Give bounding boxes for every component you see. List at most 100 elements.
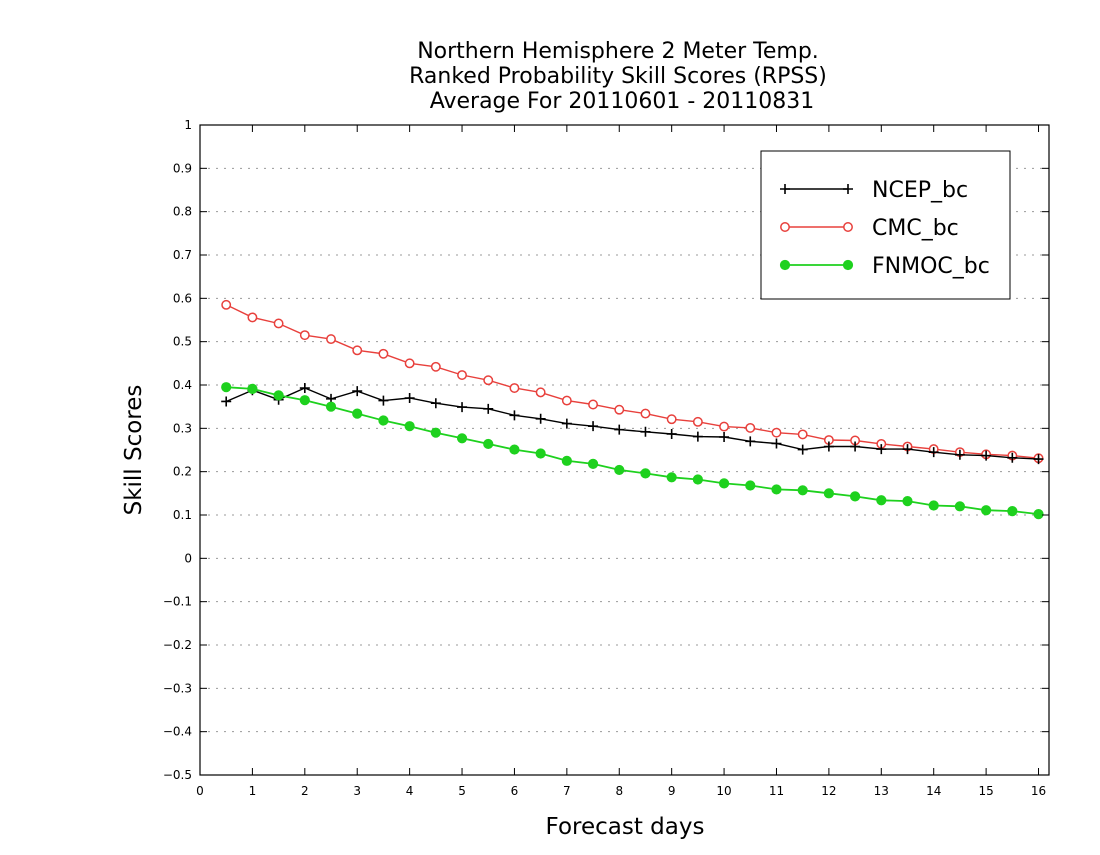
y-tick-label: −0.4	[163, 725, 192, 739]
data-point-fnmoc-bc	[849, 491, 861, 502]
y-tick-label: 0.9	[173, 161, 192, 175]
data-point-cmc-bc	[483, 375, 494, 386]
data-point-cmc-bc	[719, 421, 730, 432]
y-tick-label: 0.4	[173, 378, 192, 392]
data-point-fnmoc-bc	[509, 444, 520, 455]
legend-label-cmc-bc: CMC_bc	[872, 216, 959, 241]
data-point-fnmoc-bc	[535, 448, 546, 459]
data-point-ncep-bc	[535, 413, 546, 424]
data-point-cmc-bc	[247, 312, 258, 323]
y-tick-label: −0.1	[163, 595, 192, 609]
data-point-cmc-bc	[640, 408, 651, 419]
series-group	[221, 299, 1044, 520]
data-point-fnmoc-bc	[221, 382, 232, 393]
data-point-ncep-bc	[561, 418, 572, 429]
data-point-cmc-bc	[457, 370, 467, 380]
x-tick-label: 8	[615, 784, 623, 798]
data-point-ncep-bc	[981, 450, 992, 461]
gridlines	[200, 167, 1049, 733]
data-point-fnmoc-bc	[640, 468, 651, 479]
data-point-ncep-bc	[876, 444, 887, 455]
y-tick-label: 0.8	[173, 205, 192, 219]
series-line-cmc-bc	[225, 304, 1039, 459]
data-point-fnmoc-bc	[823, 488, 834, 499]
x-tick-label: 1	[249, 784, 257, 798]
data-point-fnmoc-bc	[273, 390, 284, 401]
data-point-cmc-bc	[588, 399, 599, 410]
data-point-fnmoc-bc	[587, 458, 599, 469]
data-point-ncep-bc	[954, 449, 965, 460]
y-tick-label: 0.2	[173, 465, 192, 479]
data-point-ncep-bc	[457, 402, 468, 413]
data-point-fnmoc-bc	[928, 500, 939, 511]
data-point-fnmoc-bc	[456, 433, 468, 444]
legend: NCEP_bc CMC_bc FNMOC_bc	[760, 150, 1011, 300]
y-tick-label: 0.6	[173, 291, 192, 305]
legend-label-ncep-bc: NCEP_bc	[872, 178, 968, 203]
data-point-fnmoc-bc	[954, 501, 966, 512]
x-tick-label: 16	[1031, 784, 1046, 798]
data-point-fnmoc-bc	[666, 472, 677, 483]
data-point-cmc-bc	[378, 348, 389, 359]
data-point-cmc-bc	[273, 318, 284, 329]
axis-ticks: −0.5 −0.4 −0.3 −0.2 −0.1 0 0.1 0.2 0.3 0.4 0.5 0.6 0…	[163, 118, 1049, 798]
data-point-cmc-bc	[221, 299, 232, 310]
data-point-ncep-bc	[902, 444, 913, 455]
legend-marker-fnmoc-bc	[779, 259, 791, 271]
x-tick-label: 5	[458, 784, 466, 798]
data-point-cmc-bc	[509, 383, 520, 393]
series-line-ncep-bc	[225, 387, 1039, 460]
data-point-fnmoc-bc	[561, 455, 572, 466]
data-point-fnmoc-bc	[981, 505, 992, 516]
data-point-cmc-bc	[299, 330, 310, 341]
data-point-ncep-bc	[928, 447, 939, 458]
x-tick-label: 15	[978, 784, 993, 798]
chart-title-line-3: Average For 20110601 - 20110831	[430, 89, 815, 114]
data-point-fnmoc-bc	[771, 484, 782, 495]
data-point-cmc-bc	[797, 429, 808, 440]
y-tick-label: 0.1	[173, 508, 192, 522]
x-tick-label: 10	[716, 784, 731, 798]
data-point-cmc-bc	[404, 358, 415, 369]
legend-marker-cmc-bc	[843, 222, 853, 232]
data-point-cmc-bc	[535, 387, 546, 398]
y-tick-label: −0.5	[163, 768, 192, 782]
chart-title-line-2: Ranked Probability Skill Scores (RPSS)	[409, 64, 827, 89]
y-axis-title: Skill Scores	[121, 385, 147, 516]
data-point-fnmoc-bc	[1033, 509, 1044, 520]
chart-title-line-1: Northern Hemisphere 2 Meter Temp.	[417, 39, 819, 64]
data-point-ncep-bc	[640, 426, 651, 437]
data-point-fnmoc-bc	[299, 395, 310, 406]
data-point-cmc-bc	[614, 404, 625, 415]
data-point-ncep-bc	[719, 432, 730, 442]
x-tick-label: 14	[926, 784, 941, 798]
y-tick-label: 1	[184, 118, 192, 132]
data-point-ncep-bc	[588, 421, 599, 432]
data-point-ncep-bc	[378, 395, 389, 406]
data-point-ncep-bc	[823, 441, 834, 452]
y-tick-label: −0.2	[163, 638, 192, 652]
data-point-cmc-bc	[326, 334, 336, 345]
data-point-ncep-bc	[1007, 452, 1018, 463]
y-tick-label: 0	[184, 551, 192, 565]
data-point-cmc-bc	[692, 416, 703, 427]
x-tick-label: 12	[821, 784, 836, 798]
x-tick-label: 3	[353, 784, 361, 798]
x-tick-label: 11	[769, 784, 784, 798]
data-point-ncep-bc	[352, 386, 363, 397]
data-point-fnmoc-bc	[718, 478, 730, 489]
data-point-cmc-bc	[666, 414, 677, 425]
data-point-fnmoc-bc	[483, 438, 494, 450]
data-point-ncep-bc	[483, 403, 494, 414]
data-point-ncep-bc	[614, 424, 625, 435]
data-point-cmc-bc	[352, 345, 363, 356]
data-point-fnmoc-bc	[902, 496, 913, 507]
y-tick-label: 0.7	[173, 248, 192, 262]
data-point-ncep-bc	[850, 441, 861, 452]
data-point-ncep-bc	[797, 444, 808, 455]
data-point-ncep-bc	[299, 383, 310, 394]
x-tick-label: 7	[563, 784, 571, 798]
data-point-ncep-bc	[1033, 454, 1044, 465]
data-point-ncep-bc	[692, 431, 703, 442]
